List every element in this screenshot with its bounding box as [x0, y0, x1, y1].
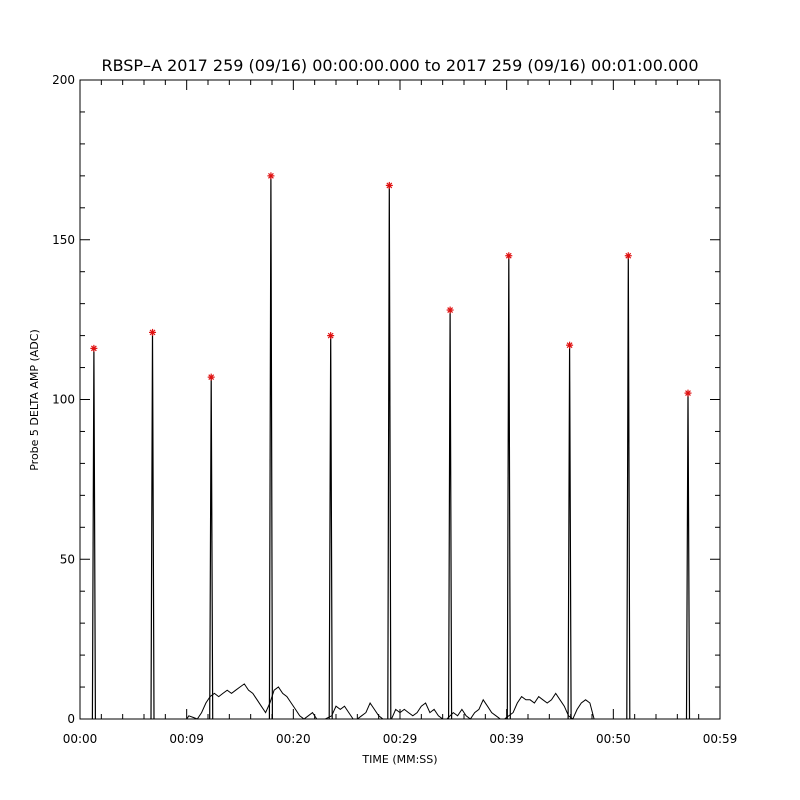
peak-marker: [505, 252, 513, 260]
peak-marker: [446, 306, 454, 314]
marker-stroke: [386, 182, 393, 189]
marker-stroke: [566, 342, 573, 349]
peak-line: [567, 345, 572, 720]
peak-line: [268, 175, 273, 720]
marker-stroke: [505, 252, 512, 259]
marker-stroke: [149, 329, 156, 336]
peak-line: [626, 255, 631, 720]
x-tick-label: 00:59: [703, 732, 738, 746]
peak-line: [387, 185, 392, 720]
marker-stroke: [447, 307, 454, 313]
peak-line: [448, 309, 453, 720]
peak-marker: [624, 252, 632, 260]
baseline-trace: [186, 683, 595, 720]
peak-marker: [149, 328, 157, 336]
peak-marker: [385, 181, 393, 189]
y-tick-label: 150: [52, 233, 75, 247]
plot-area: [90, 172, 692, 720]
peak-line: [685, 393, 691, 720]
peak-line: [150, 332, 155, 720]
peak-marker: [327, 332, 335, 340]
marker-stroke: [685, 390, 691, 397]
marker-stroke: [208, 374, 215, 381]
x-tick-label: 00:29: [383, 732, 418, 746]
y-tick-label: 0: [67, 712, 75, 726]
marker-stroke: [90, 345, 97, 352]
x-tick-label: 00:09: [169, 732, 204, 746]
x-axis-label: TIME (MM:SS): [361, 753, 437, 766]
peak-marker: [684, 389, 692, 397]
marker-stroke: [268, 172, 274, 179]
peak-line: [209, 377, 214, 720]
peak-line: [91, 348, 96, 720]
x-tick-label: 00:00: [63, 732, 98, 746]
peak-line: [506, 255, 511, 720]
x-tick-label: 00:50: [596, 732, 631, 746]
y-tick-label: 200: [52, 73, 75, 87]
marker-stroke: [327, 332, 334, 339]
chart-title: RBSP–A 2017 259 (09/16) 00:00:00.000 to …: [101, 56, 698, 75]
x-axis: 00:00 00:09 00:20 00:29 00:39 00:50 00:59: [63, 80, 738, 746]
y-axis: 0 50 100 150 200: [52, 73, 720, 726]
peak-marker: [207, 373, 215, 381]
y-axis-label: Probe 5 DELTA AMP (ADC): [28, 329, 41, 471]
peak-marker: [566, 341, 574, 349]
plot-frame: [79, 79, 721, 720]
peak-marker: [267, 172, 275, 180]
y-tick-label: 100: [52, 393, 75, 407]
y-tick-label: 50: [60, 552, 75, 566]
marker-stroke: [625, 252, 632, 259]
x-tick-label: 00:20: [276, 732, 311, 746]
peak-line: [328, 335, 333, 720]
peak-marker: [90, 344, 98, 352]
x-tick-label: 00:39: [489, 732, 524, 746]
